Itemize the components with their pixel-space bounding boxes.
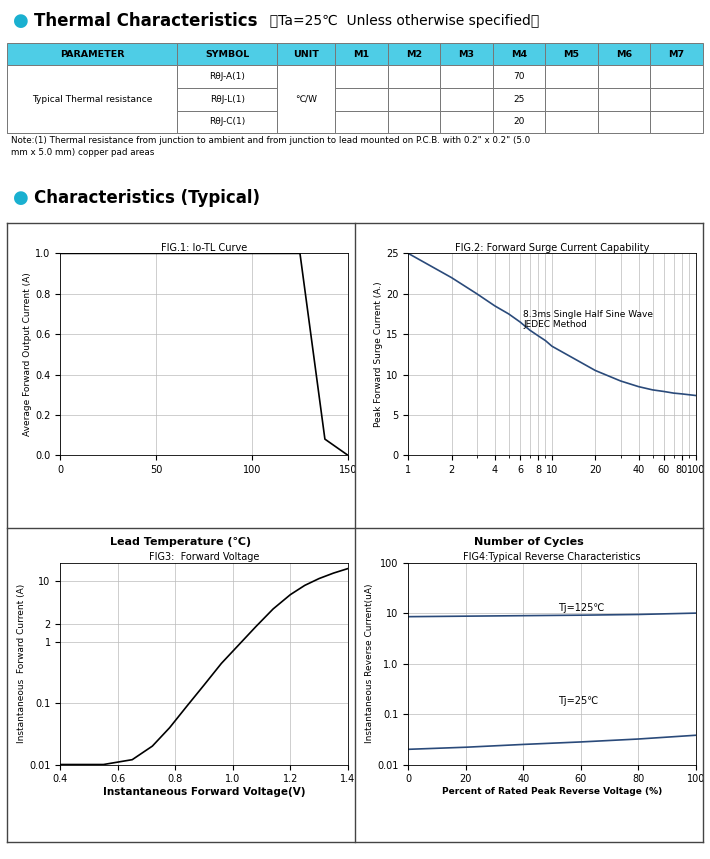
Bar: [177, 88, 278, 111]
Bar: [545, 65, 598, 88]
Text: Typical Thermal resistance: Typical Thermal resistance: [32, 94, 152, 104]
Bar: [177, 65, 278, 88]
Text: Number of Cycles: Number of Cycles: [474, 537, 584, 547]
Bar: [598, 88, 650, 111]
Bar: [650, 65, 703, 88]
Text: ●: ●: [13, 189, 28, 207]
Y-axis label: Instantaneous  Forward Current (A): Instantaneous Forward Current (A): [18, 584, 26, 743]
Text: ℃/W: ℃/W: [295, 94, 317, 104]
Bar: [440, 111, 493, 133]
Bar: [278, 43, 335, 65]
Bar: [650, 43, 703, 65]
Bar: [177, 111, 278, 133]
Title: FIG3:  Forward Voltage: FIG3: Forward Voltage: [149, 551, 259, 562]
Text: RθJ-A(1): RθJ-A(1): [209, 72, 245, 82]
Text: M3: M3: [459, 50, 474, 58]
Text: Thermal Characteristics: Thermal Characteristics: [33, 13, 257, 30]
Bar: [278, 65, 335, 88]
Bar: [598, 111, 650, 133]
Text: Tj=25℃: Tj=25℃: [558, 696, 598, 706]
Text: M1: M1: [354, 50, 370, 58]
Title: FIG.1: Io-TL Curve: FIG.1: Io-TL Curve: [161, 242, 247, 253]
Text: M7: M7: [669, 50, 684, 58]
Text: 25: 25: [513, 94, 525, 104]
Bar: [335, 88, 388, 111]
Bar: [388, 65, 440, 88]
Bar: [650, 111, 703, 133]
Bar: [440, 65, 493, 88]
Bar: [545, 88, 598, 111]
Bar: [650, 88, 703, 111]
Y-axis label: Average Forward Output Current (A): Average Forward Output Current (A): [23, 272, 33, 436]
Bar: [493, 111, 545, 133]
Bar: [7, 65, 177, 88]
Bar: [335, 111, 388, 133]
Text: ●: ●: [13, 13, 28, 30]
Bar: [598, 65, 650, 88]
Bar: [7, 65, 177, 133]
Text: UNIT: UNIT: [293, 50, 320, 58]
Title: FIG.2: Forward Surge Current Capability: FIG.2: Forward Surge Current Capability: [455, 242, 649, 253]
Text: SYMBOL: SYMBOL: [205, 50, 249, 58]
Bar: [7, 43, 177, 65]
Text: Tj=125℃: Tj=125℃: [558, 603, 604, 613]
Text: M2: M2: [406, 50, 422, 58]
Bar: [388, 111, 440, 133]
Bar: [7, 88, 177, 111]
Bar: [7, 111, 177, 133]
Y-axis label: Instantaneous Reverse Current(uA): Instantaneous Reverse Current(uA): [366, 584, 374, 743]
Text: （Ta=25℃  Unless otherwise specified）: （Ta=25℃ Unless otherwise specified）: [261, 15, 540, 28]
Bar: [598, 43, 650, 65]
Bar: [545, 111, 598, 133]
Text: 70: 70: [513, 72, 525, 82]
Text: M6: M6: [616, 50, 632, 58]
Text: M4: M4: [511, 50, 527, 58]
Text: 20: 20: [513, 118, 525, 126]
Bar: [278, 111, 335, 133]
Text: 8.3ms Single Half Sine Wave
JEDEC Method: 8.3ms Single Half Sine Wave JEDEC Method: [523, 310, 653, 329]
Bar: [177, 43, 278, 65]
Bar: [493, 88, 545, 111]
Text: Lead Temperature (℃): Lead Temperature (℃): [111, 537, 251, 547]
Bar: [493, 111, 545, 133]
Bar: [335, 65, 388, 88]
Bar: [440, 88, 493, 111]
Bar: [388, 88, 440, 111]
Y-axis label: Peak Forward Surge Current (A.): Peak Forward Surge Current (A.): [374, 282, 383, 427]
Bar: [335, 43, 388, 65]
Bar: [440, 43, 493, 65]
Text: Note:(1) Thermal resistance from junction to ambient and from junction to lead m: Note:(1) Thermal resistance from junctio…: [11, 136, 530, 157]
Bar: [278, 88, 335, 111]
Bar: [388, 43, 440, 65]
Text: RθJ-L(1): RθJ-L(1): [209, 94, 245, 104]
Bar: [493, 65, 545, 88]
Bar: [493, 65, 545, 88]
Bar: [177, 88, 278, 111]
X-axis label: Percent of Rated Peak Reverse Voltage (%): Percent of Rated Peak Reverse Voltage (%…: [442, 787, 662, 796]
Text: RθJ-C(1): RθJ-C(1): [209, 118, 246, 126]
Bar: [493, 88, 545, 111]
Text: M5: M5: [564, 50, 579, 58]
Text: Characteristics (Typical): Characteristics (Typical): [33, 189, 260, 207]
Bar: [278, 65, 335, 133]
Bar: [177, 65, 278, 88]
Title: FIG4:Typical Reverse Characteristics: FIG4:Typical Reverse Characteristics: [463, 551, 640, 562]
Text: PARAMETER: PARAMETER: [60, 50, 124, 58]
Bar: [177, 111, 278, 133]
Bar: [545, 43, 598, 65]
Bar: [493, 43, 545, 65]
X-axis label: Instantaneous Forward Voltage(V): Instantaneous Forward Voltage(V): [103, 787, 305, 797]
